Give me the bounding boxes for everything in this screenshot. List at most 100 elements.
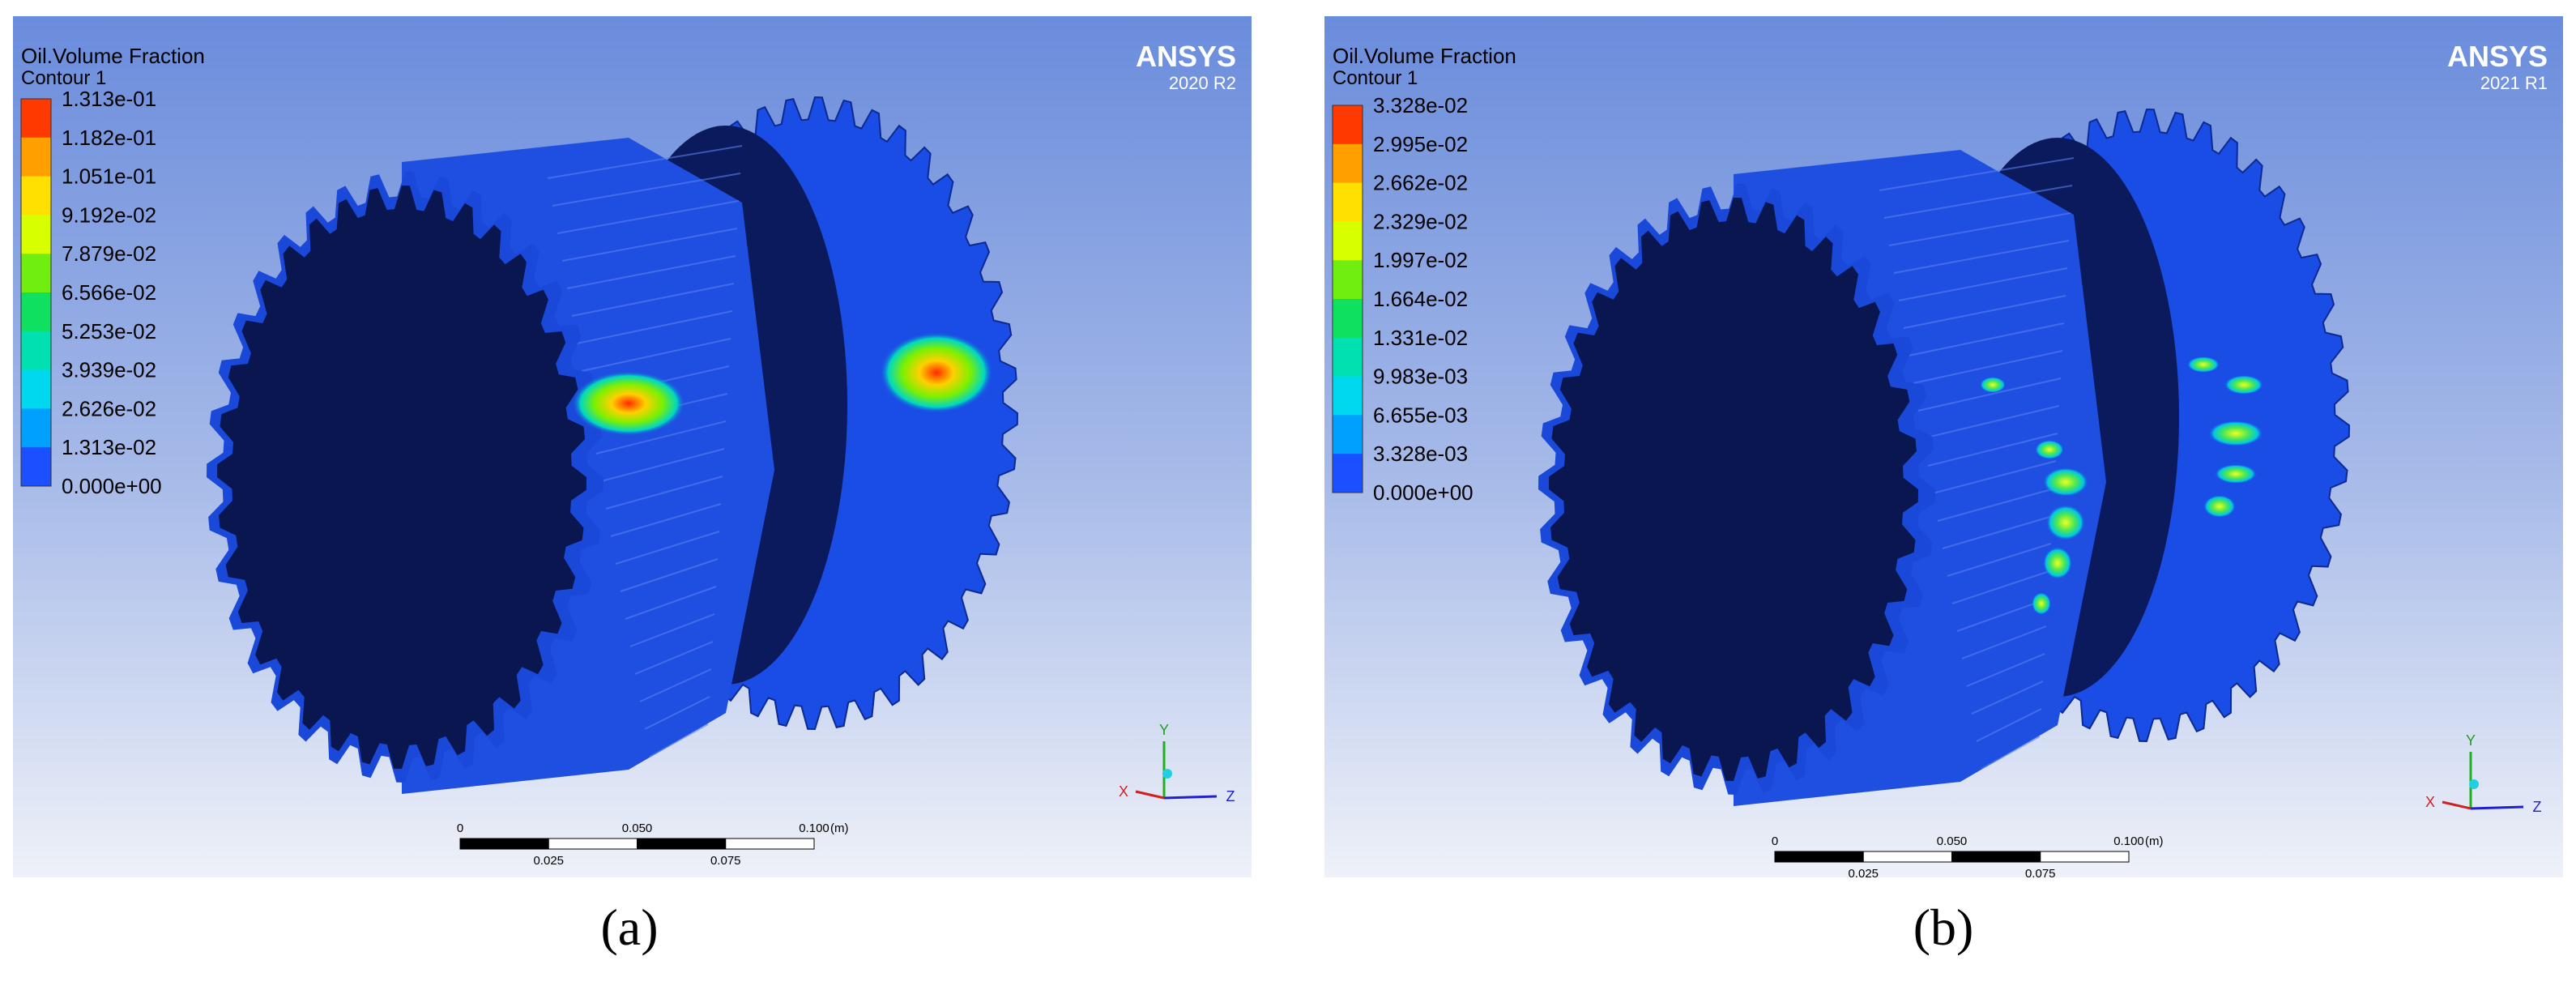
colorbar-segment [1333,260,1363,300]
tooth-edge [1883,185,2073,219]
tooth-edge [605,476,723,510]
scale-label: 0.025 [533,854,564,868]
contour-name: Contour 1 [1333,67,1418,89]
tooth-edge [1937,488,2055,522]
colorbar-segment [1333,415,1363,454]
caption: (a) [600,898,659,956]
colorbar-segment [1333,454,1363,493]
legend-label: 5.253e-02 [62,319,156,344]
tooth-edge [576,310,733,344]
axis-label: Y [2466,732,2476,749]
brand: ANSYS [2447,40,2548,73]
legend-label: 1.664e-02 [1373,287,1468,311]
scale-label: 0.050 [1937,834,1968,848]
gear-model [207,96,1019,794]
tooth-edge [581,338,731,372]
gear-model [1538,108,2351,806]
tooth-edge [1879,157,2075,191]
legend-label: 2.626e-02 [62,396,156,420]
legend-label: 7.879e-02 [62,241,156,266]
colorbar-segment [1333,299,1363,339]
scale-label: 0.075 [2025,867,2056,881]
scale-segment [1951,851,2041,863]
contour-name: Contour 1 [21,67,106,89]
tooth-edge [1966,653,2045,687]
legend-label: 1.313e-01 [62,87,156,111]
tooth-edge [1888,212,2071,246]
tooth-edge [1932,460,2057,494]
tooth-edge [1927,433,2058,467]
tooth-edge [649,723,709,757]
axis-x [1135,790,1165,800]
brand: ANSYS [1136,40,1236,73]
tooth-edge [600,448,725,482]
tooth-edge [1971,681,2044,715]
tooth-edge [615,531,720,565]
legend-label: 2.995e-02 [1373,132,1468,156]
legend-label: 3.939e-02 [62,358,156,382]
scale-unit: (m) [830,821,849,835]
scale-label: 0.050 [622,821,653,835]
colorbar-segment [21,215,51,254]
legend-label: 9.983e-03 [1373,365,1468,389]
tooth-edge [644,696,710,730]
caption: (b) [1913,898,1974,956]
tooth-edge [552,173,741,207]
scale-label: 0.100 [2113,834,2144,848]
tooth-edge [620,558,719,592]
colorbar-segment [1333,105,1363,145]
triad-ball [1162,769,1172,779]
legend-label: 3.328e-03 [1373,442,1468,466]
tooth-edge [1908,322,2065,356]
legend-title: Oil.Volume Fraction [21,44,205,68]
oil-contour [2215,464,2257,484]
tooth-edge [1961,625,2047,659]
colorbar-segment [21,137,51,177]
oil-contour [2046,505,2085,540]
oil-contour [2187,356,2220,373]
oil-contour [2203,495,2236,518]
tooth-edge [634,641,714,675]
scale-label: 0 [1772,834,1778,848]
legend-title: Oil.Volume Fraction [1333,44,1516,68]
tooth-edge [1976,708,2042,742]
legend-label: 1.997e-02 [1373,248,1468,272]
colorbar-segment [21,331,51,371]
oil-contour [2043,547,2072,579]
colorbar-segment [21,99,51,139]
tooth-edge [1893,240,2070,274]
colorbar-segment [21,369,51,409]
tooth-edge [1898,267,2068,301]
axis-label: Z [2533,799,2542,815]
scale-segment [637,838,727,850]
legend-label: 1.331e-02 [1373,326,1468,350]
tooth-edge [1922,405,2060,439]
legend-label: 1.313e-02 [62,435,156,459]
scale-label: 0 [457,821,463,835]
colorbar-segment [21,447,51,487]
scale-label: 0.025 [1848,867,1879,881]
tooth-edge [547,145,743,179]
legend-label: 6.566e-02 [62,280,156,305]
tooth-edge [595,420,727,454]
colorbar-segment [21,292,51,332]
axis-z [2470,805,2524,810]
version: 2021 R1 [2480,73,2548,93]
scale-segment [1862,851,1952,863]
colorbar-segment [1333,221,1363,261]
colorbar-frame [20,98,52,487]
axis-label: X [2425,794,2435,810]
axis-label: X [1119,783,1128,800]
oil-contour [1980,377,2006,393]
colorbar-segment [1333,376,1363,416]
colorbar-segment [1333,337,1363,378]
colorbar-segment [21,176,51,215]
tooth-edge [571,283,735,317]
left-gear-face [1549,198,1918,781]
scale-segment [2040,851,2130,863]
tooth-edge [1913,350,2063,384]
version: 2020 R2 [1169,73,1236,93]
